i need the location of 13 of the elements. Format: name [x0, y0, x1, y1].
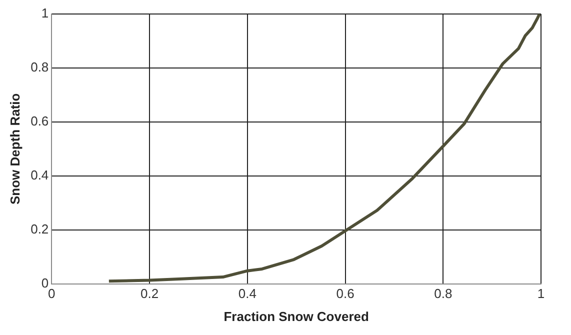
- y-axis-title: Snow Depth Ratio: [7, 93, 22, 205]
- x-tick-label: 1: [537, 286, 545, 302]
- x-tick-label: 0.8: [434, 286, 452, 302]
- y-tick-label: 0.8: [30, 60, 49, 75]
- y-tick-label: 1: [41, 6, 49, 21]
- x-tick-label: 0.2: [140, 286, 159, 302]
- x-axis-title: Fraction Snow Covered: [224, 308, 369, 324]
- y-tick-label: 0: [41, 275, 49, 290]
- y-tick-label: 0.4: [30, 167, 49, 182]
- x-tick-label: 0.4: [238, 286, 256, 302]
- y-tick-label: 0.6: [30, 114, 49, 128]
- x-tick-label: 0.6: [336, 286, 354, 302]
- y-tick-label: 0.2: [30, 221, 49, 236]
